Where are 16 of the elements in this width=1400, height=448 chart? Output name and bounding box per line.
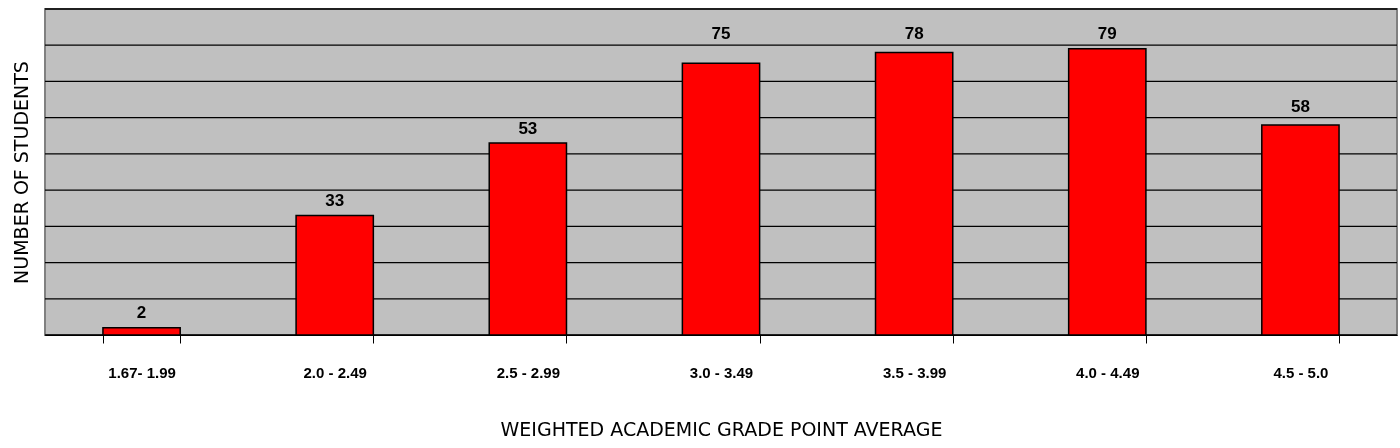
- x-tick-label: 3.0 - 3.49: [689, 363, 754, 381]
- data-label: 2: [136, 303, 147, 323]
- data-label: 79: [1097, 24, 1117, 44]
- x-tick-label: 1.67- 1.99: [108, 363, 176, 381]
- y-axis-title: NUMBER OF STUDENTS: [9, 61, 32, 284]
- data-label: 33: [325, 190, 345, 210]
- data-label: 75: [711, 24, 731, 44]
- x-tick-label: 2.0 - 2.49: [303, 363, 367, 381]
- data-label: 58: [1290, 96, 1310, 116]
- x-tick-label: 4.0 - 4.49: [1076, 363, 1140, 381]
- data-label: 78: [904, 24, 924, 44]
- data-label: 53: [518, 118, 538, 138]
- x-tick-label: 4.5 - 5.0: [1273, 363, 1329, 381]
- x-axis-title: WEIGHTED ACADEMIC GRADE POINT AVERAGE: [500, 417, 943, 440]
- x-tick-label: 2.5 - 2.99: [496, 363, 561, 381]
- x-tick-label: 3.5 - 3.99: [882, 363, 947, 381]
